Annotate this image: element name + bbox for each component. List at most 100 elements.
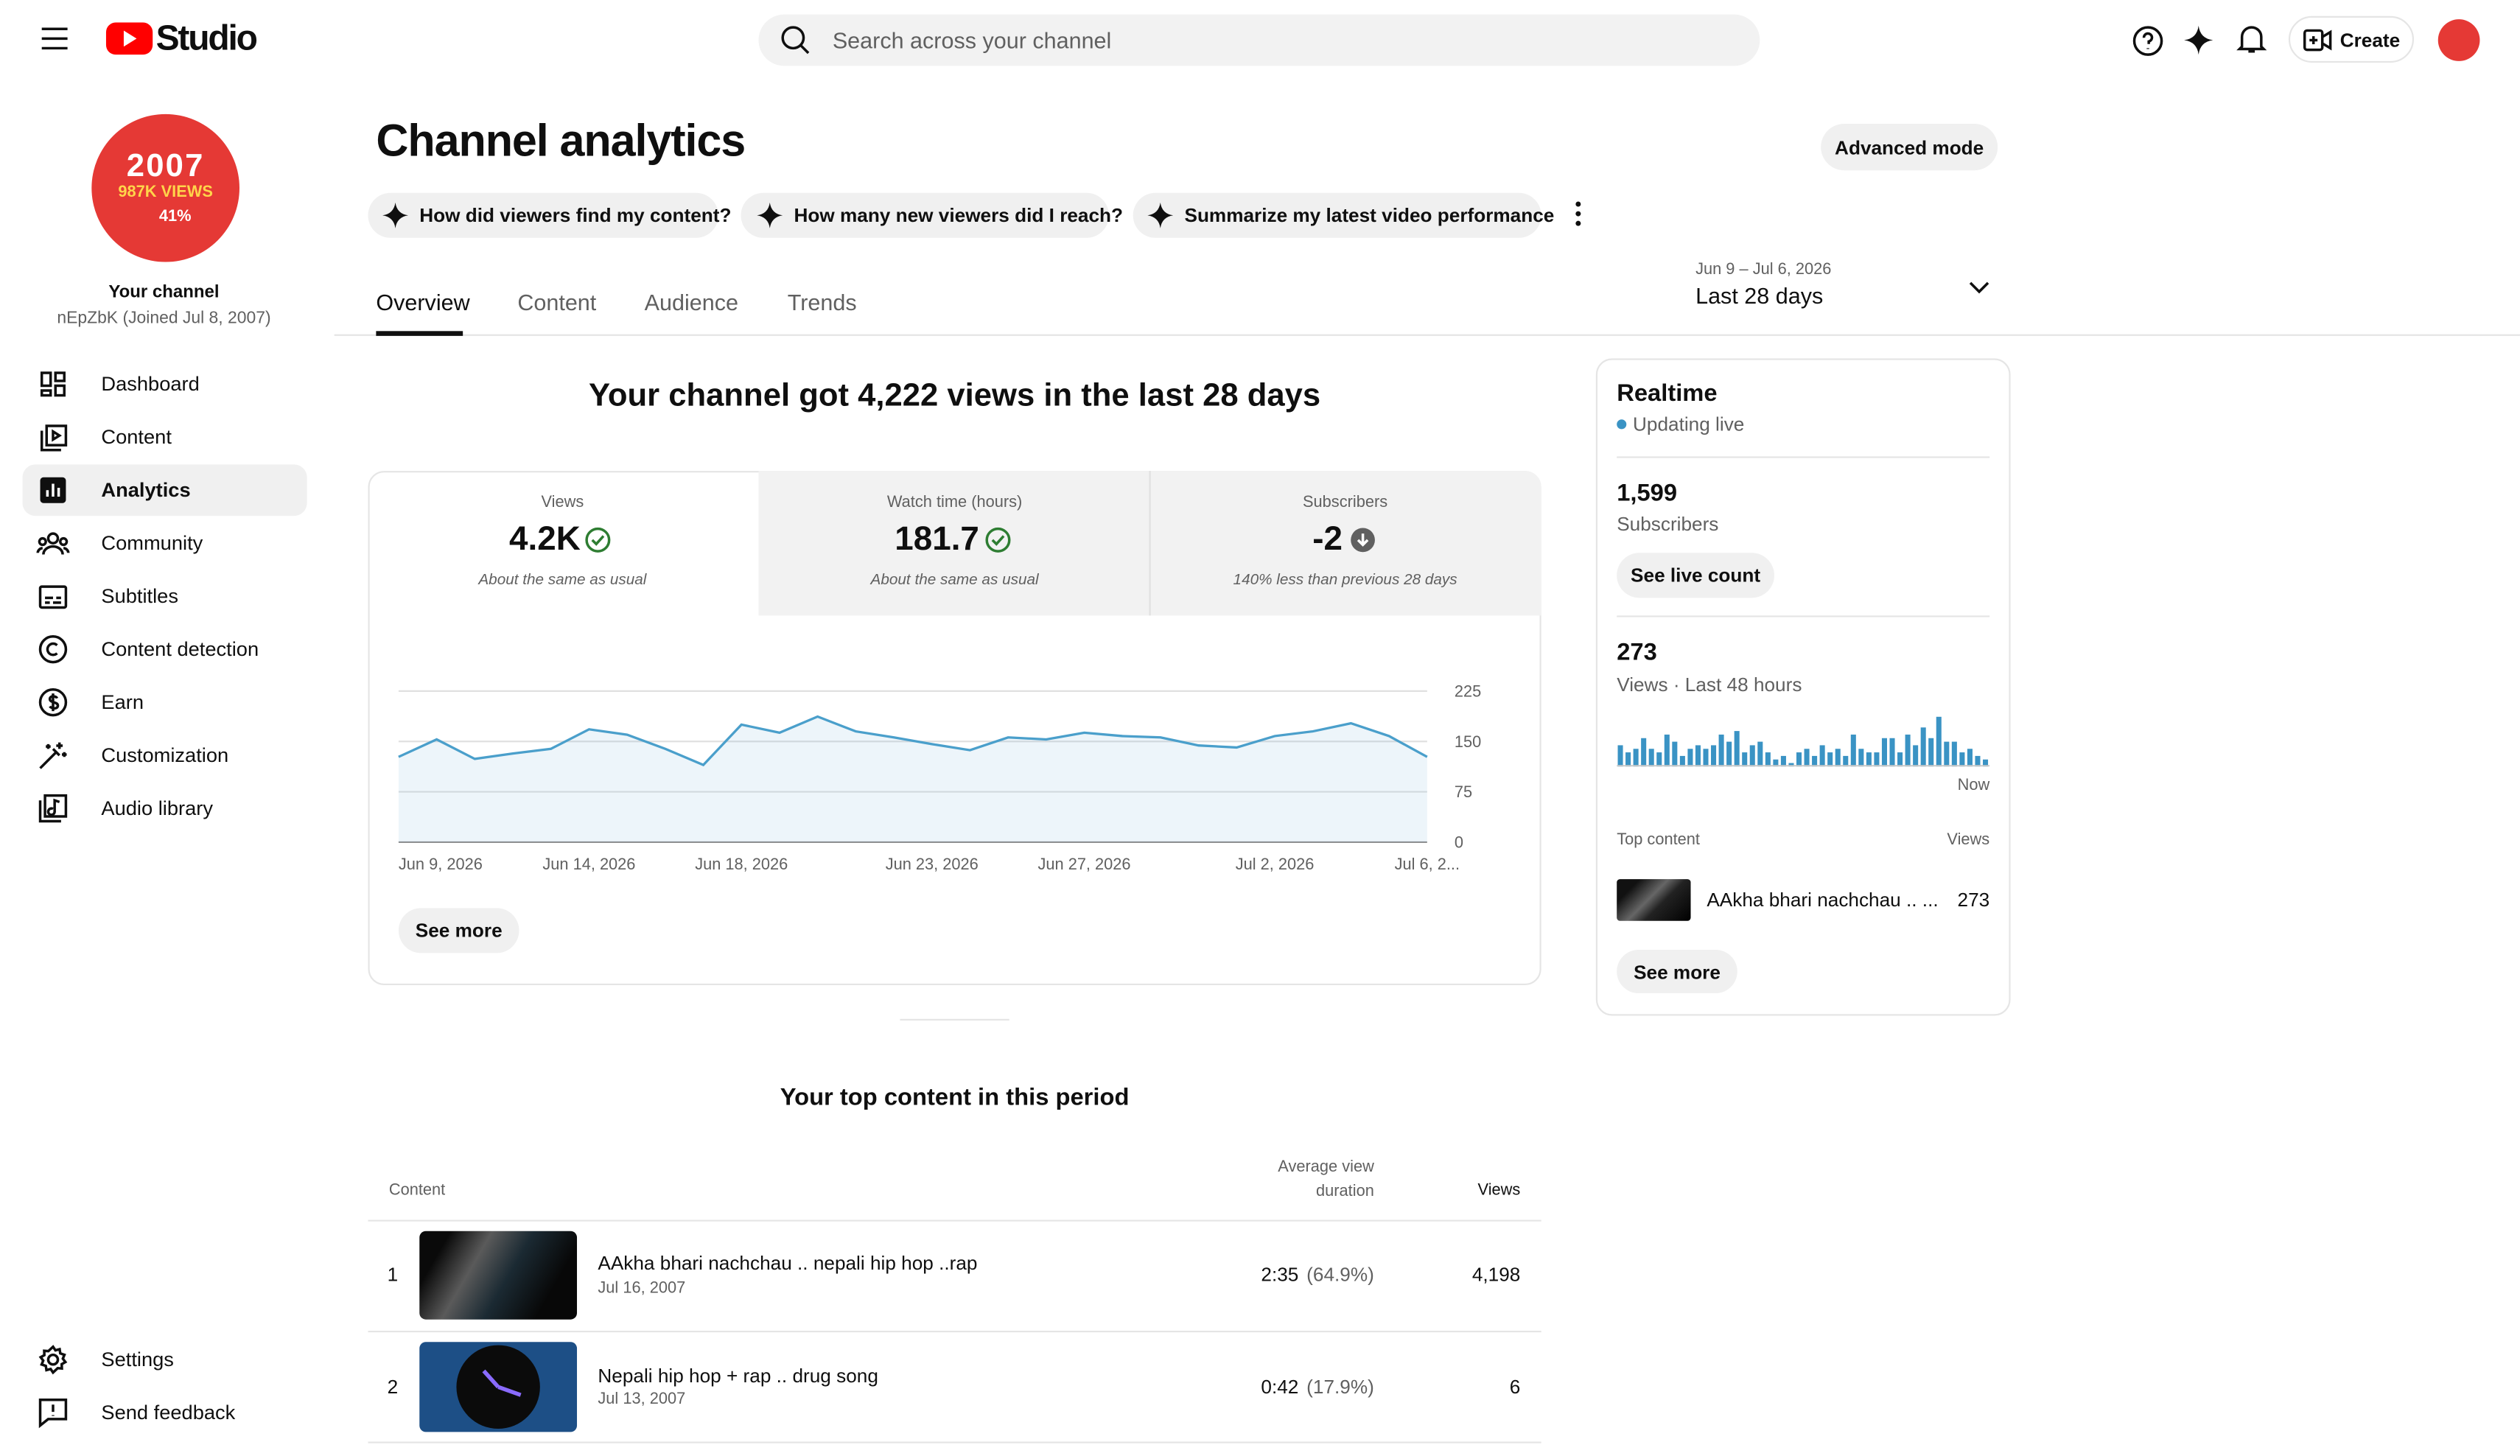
bar: [1951, 741, 1957, 767]
video-date: Jul 13, 2007: [598, 1390, 686, 1409]
bar: [1726, 741, 1732, 767]
create-button[interactable]: [2288, 15, 2415, 63]
date-range[interactable]: Jun 9 – Jul 6, 2026: [1695, 261, 1832, 279]
metric-label[interactable]: Subscribers: [1303, 494, 1388, 512]
logo-text[interactable]: Studio: [155, 17, 258, 58]
nav-item[interactable]: Content detection: [101, 637, 259, 661]
down-icon: [1351, 528, 1375, 553]
bar: [1718, 734, 1724, 767]
more-icon[interactable]: [1575, 201, 1581, 227]
search-box[interactable]: [758, 14, 1760, 66]
nav-item[interactable]: Customization: [101, 743, 229, 767]
tab[interactable]: Overview: [376, 289, 470, 315]
nav-item[interactable]: Community: [101, 531, 203, 555]
column-header: Average view duration: [1278, 1158, 1374, 1201]
x-tick-label: Jul 6, 2...: [1395, 855, 1460, 873]
views: 4,198: [1471, 1263, 1521, 1286]
menu-icon[interactable]: [41, 27, 68, 50]
bar: [1827, 752, 1833, 767]
chevron-icon[interactable]: [1969, 281, 1989, 294]
thumbnail[interactable]: [419, 1231, 578, 1320]
search-icon: [781, 26, 810, 55]
nav-item[interactable]: Settings: [101, 1348, 174, 1371]
customization-icon: [39, 742, 67, 769]
page-title: Channel analytics: [376, 116, 746, 166]
nav-item[interactable]: Dashboard: [101, 373, 200, 396]
channel-avatar[interactable]: [91, 113, 239, 262]
nav-item[interactable]: Analytics: [101, 478, 191, 502]
bell-icon[interactable]: [2236, 24, 2267, 55]
search-placeholder[interactable]: Search across your channel: [832, 27, 1112, 53]
tab[interactable]: Content: [517, 289, 597, 315]
nav-item[interactable]: Subtitles: [101, 584, 179, 608]
nav-item[interactable]: Content: [101, 425, 172, 449]
y-tick-label: 0: [1455, 833, 1463, 852]
period[interactable]: Last 28 days: [1695, 282, 1824, 309]
analytics-icon: [40, 477, 66, 503]
rank: 2: [387, 1376, 399, 1399]
dashboard-icon: [40, 371, 66, 397]
prompt-chip[interactable]: [1133, 192, 1541, 238]
content-icon: [40, 424, 68, 452]
nav-item[interactable]: Audio library: [101, 797, 213, 820]
channel-label: Your channel: [108, 282, 220, 303]
metric-note: About the same as usual: [478, 571, 647, 589]
prompt-text[interactable]: How did viewers find my content?: [419, 204, 732, 227]
see-more-button[interactable]: See more: [1617, 950, 1737, 993]
bar: [1703, 749, 1709, 767]
create-icon: [2303, 29, 2332, 52]
nav-item[interactable]: Earn: [101, 690, 144, 714]
metric-value[interactable]: 4.2K: [509, 520, 581, 558]
bar: [1757, 741, 1763, 767]
settings-icon: [38, 1345, 68, 1375]
bar: [1928, 738, 1934, 767]
video-date: Jul 16, 2007: [598, 1280, 686, 1298]
metric-value[interactable]: 181.7: [895, 520, 979, 558]
top-item-title[interactable]: AAkha bhari nachchau .. ...: [1707, 889, 1939, 911]
metric-value[interactable]: -2: [1312, 520, 1343, 558]
prompt-chip[interactable]: [741, 192, 1109, 238]
account-avatar[interactable]: [2437, 19, 2480, 61]
metric-label[interactable]: Views: [541, 494, 584, 512]
bar: [1656, 752, 1662, 767]
x-tick-label: Jul 2, 2026: [1236, 855, 1315, 873]
bar: [1889, 738, 1895, 767]
bar: [1850, 734, 1856, 767]
video-title[interactable]: AAkha bhari nachchau .. nepali hip hop .…: [598, 1252, 978, 1275]
check-icon: [985, 527, 1011, 553]
nav-item[interactable]: Send feedback: [101, 1401, 236, 1424]
see-more-button[interactable]: See more: [398, 908, 519, 953]
live-dot: [1617, 419, 1627, 430]
sparkle-icon: [1147, 202, 1174, 228]
views-count: 273: [1617, 638, 1657, 667]
prompt-chip[interactable]: [368, 192, 718, 238]
sparkle-icon[interactable]: [2184, 25, 2213, 55]
tab-indicator: [376, 331, 463, 336]
views-column: Views: [1947, 831, 1990, 850]
metric-note: About the same as usual: [870, 571, 1039, 589]
top-content-label: Top content: [1617, 831, 1701, 850]
metric-label[interactable]: Watch time (hours): [886, 494, 1023, 512]
thumbnail[interactable]: [1617, 879, 1691, 921]
tab-divider: [334, 334, 2520, 336]
create-label[interactable]: Create: [2339, 29, 2401, 52]
row-divider: [368, 1441, 1541, 1443]
live-count-button[interactable]: See live count: [1617, 553, 1774, 598]
bar: [1617, 745, 1623, 767]
tab[interactable]: Trends: [787, 289, 857, 315]
prompt-text[interactable]: Summarize my latest video performance: [1184, 204, 1555, 227]
advanced-mode-button[interactable]: Advanced mode: [1821, 123, 1998, 171]
thumbnail[interactable]: [419, 1342, 578, 1432]
x-tick-label: Jun 27, 2026: [1038, 855, 1131, 873]
bar: [1749, 745, 1755, 767]
prompt-text[interactable]: How many new viewers did I reach?: [794, 204, 1124, 227]
tab[interactable]: Audience: [644, 289, 738, 315]
help-icon[interactable]: [2132, 26, 2163, 56]
bar: [1765, 752, 1771, 767]
duration: 0:42: [1261, 1376, 1299, 1399]
video-title[interactable]: Nepali hip hop + rap .. drug song: [598, 1364, 878, 1387]
logo-mark[interactable]: [105, 22, 153, 55]
community-icon: [36, 532, 70, 555]
